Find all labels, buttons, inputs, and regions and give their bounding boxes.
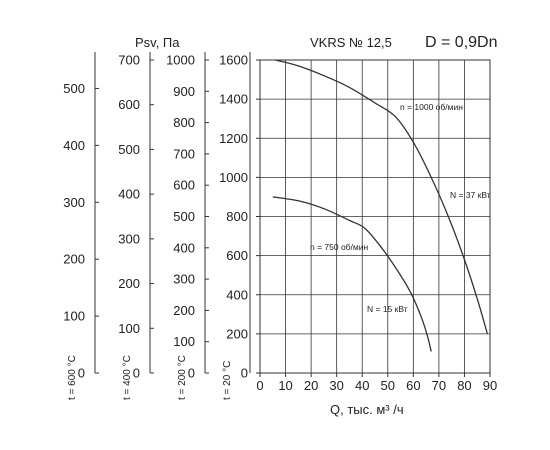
- temperature-axis-tick-label: 0: [188, 366, 195, 381]
- temperature-axis-label: t = 400 °C: [122, 355, 133, 400]
- temperature-axis-tick-label: 0: [133, 366, 140, 381]
- series-power-label-1: N = 37 кВт: [450, 190, 491, 200]
- temperature-axis-tick-label: 900: [173, 84, 195, 99]
- temperature-axis-tick-label: 1000: [166, 53, 195, 68]
- y-tick-label: 1200: [219, 131, 248, 146]
- x-tick-label: 30: [329, 378, 343, 393]
- x-tick-label: 70: [432, 378, 446, 393]
- x-tick-label: 80: [457, 378, 471, 393]
- curves: [272, 59, 489, 352]
- temperature-axis-tick-label: 400: [63, 138, 85, 153]
- curve-labels: n = 1000 об/мин N = 37 кВт n = 750 об/мин N…: [310, 102, 491, 314]
- diameter-title: D = 0,9Dn: [425, 34, 497, 51]
- series-speed-label-2: n = 750 об/мин: [310, 242, 369, 252]
- temperature-axis-tick-label: 100: [173, 334, 195, 349]
- temperature-axis: t = 20 °C: [222, 52, 251, 400]
- pressure-label: Psv, Па: [135, 35, 180, 50]
- y-tick-label: 600: [226, 248, 248, 263]
- series-power-label-2: N = 15 кВт: [367, 304, 408, 314]
- temperature-axis-label: t = 600 °C: [67, 355, 78, 400]
- temperature-axis-tick-label: 100: [63, 309, 85, 324]
- temperature-axis-tick-label: 300: [173, 272, 195, 287]
- temperature-axis-tick-label: 0: [78, 366, 85, 381]
- y-tick-label: 800: [226, 209, 248, 224]
- x-tick-label: 50: [381, 378, 395, 393]
- y-tick-label: 400: [226, 287, 248, 302]
- temperature-axis-tick-label: 400: [118, 187, 140, 202]
- temperature-axis-tick-label: 700: [173, 146, 195, 161]
- x-tick-label: 90: [483, 378, 497, 393]
- temperature-axis-tick-label: 200: [173, 303, 195, 318]
- model-title: VKRS № 12,5: [310, 35, 392, 50]
- temperature-axis-tick-label: 800: [173, 115, 195, 130]
- temperature-axis-label: t = 200 °C: [177, 355, 188, 400]
- temperature-axis-label: t = 20 °C: [222, 361, 233, 400]
- temperature-axis-tick-label: 200: [63, 252, 85, 267]
- series-speed-label-1: n = 1000 об/мин: [400, 102, 463, 112]
- y-tick-label: 1400: [219, 92, 248, 107]
- temperature-axis-tick-label: 500: [173, 209, 195, 224]
- temperature-axis-tick-label: 700: [118, 53, 140, 68]
- x-tick-label: 40: [355, 378, 369, 393]
- grid: [259, 59, 491, 374]
- series-line-2: [272, 196, 432, 352]
- y-tick-label: 200: [226, 326, 248, 341]
- x-tick-label: 20: [304, 378, 318, 393]
- temperature-axis-tick-label: 400: [173, 240, 195, 255]
- x-tick-label: 60: [406, 378, 420, 393]
- temperature-axis-tick-label: 200: [118, 276, 140, 291]
- x-tick-label: 10: [278, 378, 292, 393]
- temperature-axis: 0 100 200 300 400 500 600 700 t = 400 °C: [118, 52, 154, 400]
- temperature-axis-tick-label: 300: [63, 195, 85, 210]
- temperature-axis-tick-label: 500: [63, 81, 85, 96]
- series-line-1: [275, 59, 489, 335]
- y-tick-label: 0: [241, 366, 248, 381]
- y-tick-label: 1600: [219, 53, 248, 68]
- temperature-axis: 0 100 200 300 400 500 t = 600 °C: [63, 52, 99, 400]
- temperature-axis-tick-label: 600: [118, 97, 140, 112]
- temperature-axis-tick-label: 600: [173, 178, 195, 193]
- temperature-axis-tick-label: 300: [118, 231, 140, 246]
- x-axis-label: Q, тыс. м³ /ч: [330, 402, 404, 417]
- temperature-axis-tick-label: 100: [118, 321, 140, 336]
- y-tick-label: 1000: [219, 170, 248, 185]
- axes: 0 10 20 30 40 50 60 70 80 90020040060080010001200…: [63, 52, 497, 400]
- x-tick-label: 0: [256, 378, 263, 393]
- temperature-axis: 0 100 200 300 400 500 600 700 800 900 1000 t = 200 …: [166, 52, 209, 400]
- temperature-axis-tick-label: 500: [118, 142, 140, 157]
